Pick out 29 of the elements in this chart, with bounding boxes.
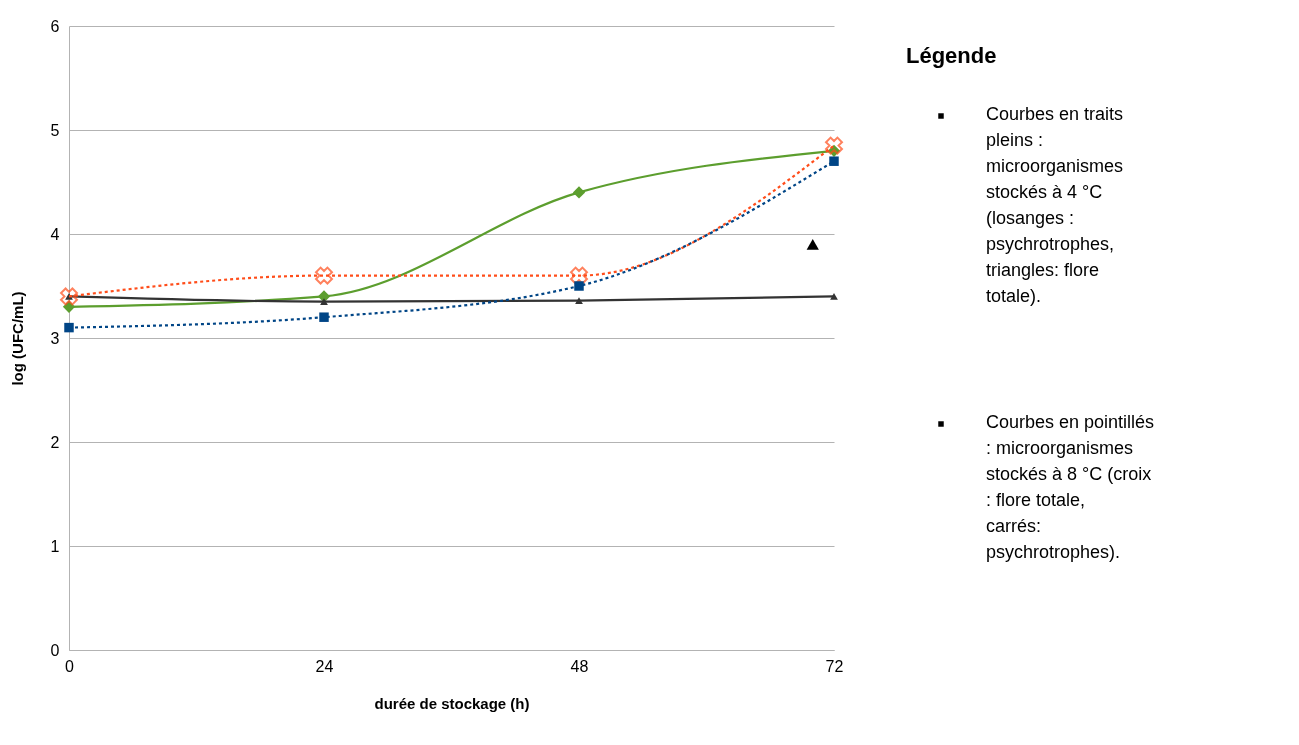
- point: [60, 287, 78, 306]
- point: [830, 293, 838, 300]
- y-tick-label: 4: [50, 225, 60, 243]
- x-tick-label: 0: [65, 657, 75, 675]
- y-tick-label: 2: [50, 433, 60, 451]
- y-tick-label: 0: [50, 641, 60, 659]
- y-tick-label: 3: [50, 329, 60, 347]
- point: [570, 266, 588, 285]
- point: [806, 239, 819, 250]
- y-axis-title: log (UFC/mL): [8, 291, 26, 386]
- y-tick-label: 5: [50, 121, 60, 139]
- point: [574, 281, 584, 291]
- point: [320, 298, 328, 305]
- point: [829, 156, 839, 166]
- x-tick-label: 24: [315, 657, 334, 675]
- point: [575, 297, 583, 304]
- point: [572, 186, 586, 199]
- point: [64, 322, 74, 333]
- y-tick-label: 6: [50, 17, 60, 35]
- x-axis-title: durée de stockage (h): [374, 694, 530, 712]
- x-tick-label: 72: [825, 657, 844, 675]
- point: [825, 136, 843, 155]
- text: Courbes en traits pleins : microorganismes stockés à 4 °C (losanges : psychrotrophes, triangles: flore totale).: [986, 104, 1124, 306]
- point: [319, 312, 329, 322]
- y-tick-label: 1: [50, 537, 60, 555]
- x-tick-label: 48: [570, 657, 589, 675]
- text: Légende: [906, 43, 997, 68]
- point: [315, 266, 333, 285]
- text: Courbes en pointillés : microorganismes stockés à 8 °C (croix : flore totale, carrés: psychrotrophes).: [986, 412, 1155, 562]
